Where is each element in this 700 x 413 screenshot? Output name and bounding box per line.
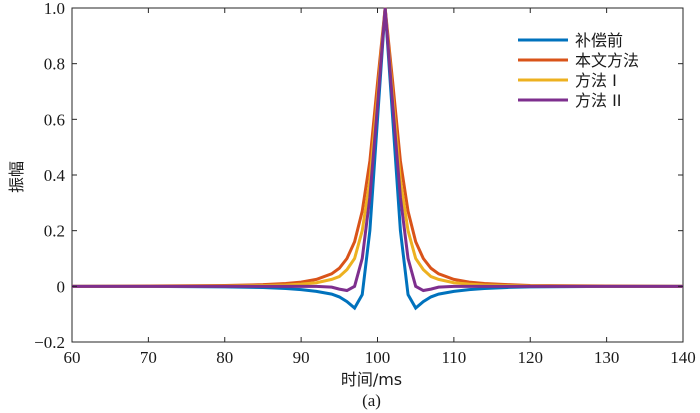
- legend-label: 补偿前: [575, 31, 623, 50]
- series-line-4: [72, 7, 683, 293]
- legend-label: 方法 I: [575, 71, 617, 90]
- x-tick-label: 120: [518, 348, 544, 367]
- y-tick-label: 0: [57, 277, 66, 296]
- y-tick-label: 0.8: [44, 55, 65, 74]
- y-tick-label: 0.6: [44, 110, 65, 129]
- y-tick-label: 0.2: [44, 222, 65, 241]
- x-tick-label: 80: [216, 348, 233, 367]
- x-tick-label: 100: [365, 348, 391, 367]
- y-tick-label: −0.2: [34, 333, 65, 352]
- legend-label: 方法 II: [575, 91, 622, 110]
- x-tick-label: 70: [140, 348, 157, 367]
- x-tick-label: 130: [594, 348, 620, 367]
- x-tick-label: 90: [293, 348, 310, 367]
- x-axis-title: 时间/ms: [341, 370, 402, 389]
- y-axis-title: 振幅: [7, 161, 26, 193]
- y-tick-label: 0.4: [44, 166, 66, 185]
- y-tick-label: 1.0: [44, 0, 65, 18]
- legend-label: 本文方法: [575, 51, 639, 70]
- x-tick-label: 110: [441, 348, 466, 367]
- figure-caption: (a): [362, 391, 381, 410]
- x-tick-label: 140: [670, 348, 696, 367]
- x-tick-label: 60: [64, 348, 81, 367]
